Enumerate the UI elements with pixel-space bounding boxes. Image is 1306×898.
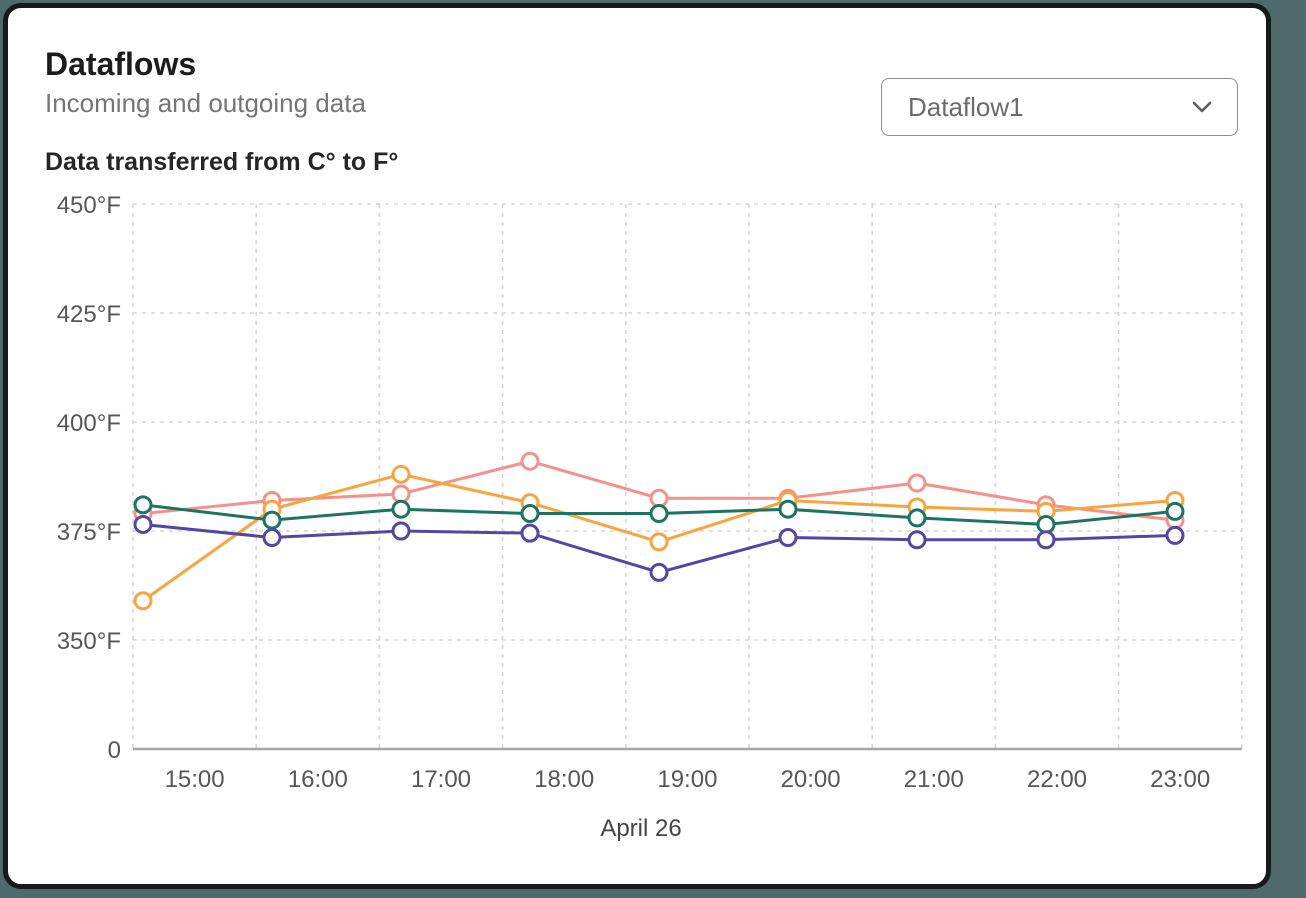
x-tick-label: 16:00 bbox=[288, 766, 348, 793]
page-subtitle: Incoming and outgoing data bbox=[45, 88, 366, 118]
data-point-series-3-teal bbox=[133, 495, 153, 515]
x-axis-label: April 26 bbox=[600, 815, 681, 842]
x-tick-label: 21:00 bbox=[904, 766, 964, 793]
x-tick-label: 15:00 bbox=[165, 766, 225, 793]
y-tick-label: 375°F bbox=[57, 519, 121, 546]
data-point-series-3-teal bbox=[778, 499, 798, 519]
data-point-series-1-pink bbox=[391, 484, 411, 504]
data-point-series-3-teal bbox=[907, 508, 927, 528]
y-tick-label: 450°F bbox=[57, 192, 121, 219]
data-point-series-4-purple bbox=[391, 521, 411, 541]
data-point-series-2-orange bbox=[649, 532, 669, 552]
data-point-series-4-purple bbox=[133, 514, 153, 534]
y-tick-label: 350°F bbox=[57, 628, 121, 655]
dataflow-select[interactable]: Dataflow1 bbox=[881, 78, 1238, 136]
data-point-series-1-pink bbox=[649, 488, 669, 508]
x-tick-label: 19:00 bbox=[657, 766, 717, 793]
dataflow-line-chart: 450°F 425°F 400°F 375°F 350°F 0 15:00 16:00 17:0… bbox=[57, 192, 1243, 842]
page-title: Dataflows bbox=[45, 46, 197, 82]
chevron-down-icon bbox=[1187, 92, 1217, 122]
data-point-series-3-teal bbox=[1036, 514, 1056, 534]
data-point-series-4-purple bbox=[1165, 525, 1185, 545]
dataflows-card: Dataflows Incoming and outgoing data Dat… bbox=[3, 3, 1271, 889]
data-point-series-1-pink bbox=[520, 451, 540, 471]
data-point-series-4-purple bbox=[649, 562, 669, 582]
data-point-series-1-pink bbox=[907, 473, 927, 493]
data-point-series-2-orange bbox=[133, 591, 153, 611]
x-tick-label: 17:00 bbox=[411, 766, 471, 793]
data-point-series-3-teal bbox=[649, 504, 669, 524]
y-tick-label: 425°F bbox=[57, 301, 121, 328]
x-tick-label: 18:00 bbox=[534, 766, 594, 793]
y-tick-label: 0 bbox=[108, 737, 121, 764]
data-point-series-4-purple bbox=[907, 530, 927, 550]
data-point-series-3-teal bbox=[262, 510, 282, 530]
y-tick-label: 400°F bbox=[57, 410, 121, 437]
data-point-series-3-teal bbox=[1165, 501, 1185, 521]
data-point-series-3-teal bbox=[520, 504, 540, 524]
data-point-series-4-purple bbox=[262, 528, 282, 548]
data-point-series-3-teal bbox=[391, 499, 411, 519]
data-point-series-4-purple bbox=[520, 523, 540, 543]
x-tick-label: 23:00 bbox=[1150, 766, 1210, 793]
data-point-series-4-purple bbox=[778, 528, 798, 548]
dataflow-select-value: Dataflow1 bbox=[908, 91, 1024, 122]
data-point-series-4-purple bbox=[1036, 530, 1056, 550]
data-point-series-2-orange bbox=[391, 464, 411, 484]
chart-title: Data transferred from C° to F° bbox=[45, 148, 399, 176]
x-tick-label: 22:00 bbox=[1027, 766, 1087, 793]
x-tick-label: 20:00 bbox=[781, 766, 841, 793]
